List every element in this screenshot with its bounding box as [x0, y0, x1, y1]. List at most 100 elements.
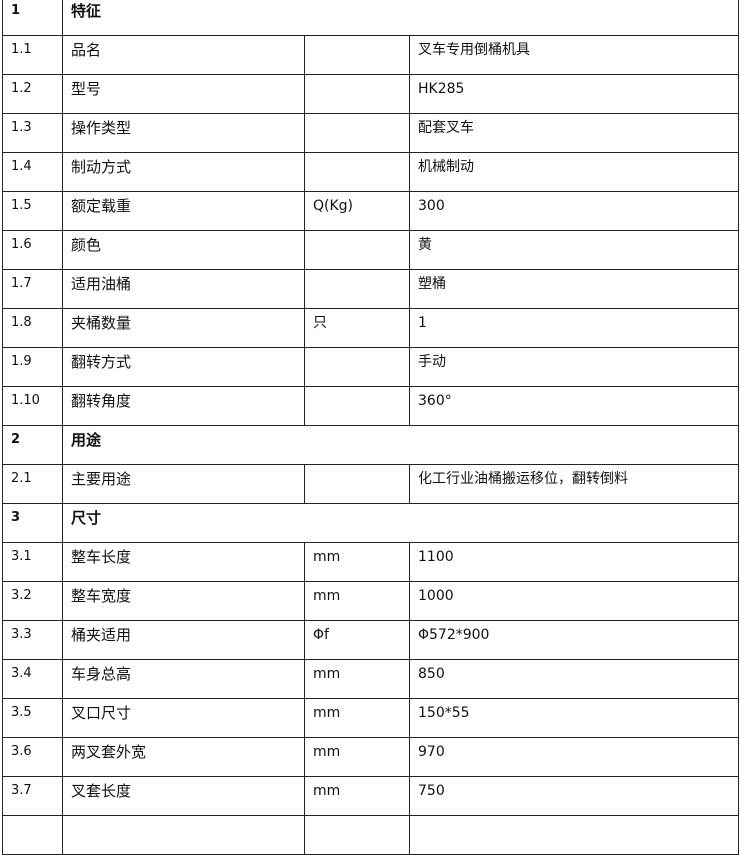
item-value: 手动 [409, 347, 739, 387]
item-name: 车身总高 [62, 659, 305, 699]
item-name: 叉套长度 [62, 776, 305, 816]
item-name: 翻转方式 [62, 347, 305, 387]
spec-row: 1.2 型号 HK285 [2, 74, 739, 114]
item-unit [304, 269, 410, 309]
empty-cell [62, 815, 305, 855]
item-value: 1000 [409, 581, 739, 621]
item-unit: mm [304, 542, 410, 582]
item-number: 1.2 [2, 74, 63, 114]
empty-cell [304, 815, 410, 855]
item-number: 1.7 [2, 269, 63, 309]
item-number: 1.10 [2, 386, 63, 426]
spec-row: 3.7 叉套长度 mm 750 [2, 776, 739, 816]
spec-row: 3.5 叉口尺寸 mm 150*55 [2, 698, 739, 738]
item-name: 操作类型 [62, 113, 305, 153]
item-unit: mm [304, 659, 410, 699]
item-value: 150*55 [409, 698, 739, 738]
item-number: 2 [2, 425, 63, 465]
spec-row: 1.1 品名 叉车专用倒桶机具 [2, 35, 739, 75]
spec-row: 2.1 主要用途 化工行业油桶搬运移位，翻转倒料 [2, 464, 739, 504]
item-unit: Q(Kg) [304, 191, 410, 231]
item-value: 970 [409, 737, 739, 777]
item-name: 整车长度 [62, 542, 305, 582]
section-row: 1 特征 [2, 0, 739, 36]
item-number: 1.5 [2, 191, 63, 231]
item-name: 颜色 [62, 230, 305, 270]
item-name: 桶夹适用 [62, 620, 305, 660]
spec-row: 1.6 颜色 黄 [2, 230, 739, 270]
empty-cell [2, 815, 63, 855]
item-name: 两叉套外宽 [62, 737, 305, 777]
item-number: 3 [2, 503, 63, 543]
item-name: 制动方式 [62, 152, 305, 192]
item-name: 品名 [62, 35, 305, 75]
item-number: 3.7 [2, 776, 63, 816]
spec-row: 3.4 车身总高 mm 850 [2, 659, 739, 699]
item-value: 配套叉车 [409, 113, 739, 153]
item-value: 黄 [409, 230, 739, 270]
empty-cell [409, 815, 739, 855]
item-number: 1 [2, 0, 63, 36]
item-value: 1 [409, 308, 739, 348]
item-value: 750 [409, 776, 739, 816]
item-unit: mm [304, 776, 410, 816]
item-number: 1.6 [2, 230, 63, 270]
item-value: HK285 [409, 74, 739, 114]
section-title: 用途 [62, 425, 739, 465]
item-unit [304, 464, 410, 504]
item-unit [304, 113, 410, 153]
item-number: 1.3 [2, 113, 63, 153]
item-name: 主要用途 [62, 464, 305, 504]
item-number: 1.9 [2, 347, 63, 387]
item-number: 3.5 [2, 698, 63, 738]
item-name: 适用油桶 [62, 269, 305, 309]
item-value: 机械制动 [409, 152, 739, 192]
item-unit [304, 35, 410, 75]
item-value: Φ572*900 [409, 620, 739, 660]
item-value: 1100 [409, 542, 739, 582]
cut-off-row [2, 815, 739, 855]
item-name: 整车宽度 [62, 581, 305, 621]
item-value: 塑桶 [409, 269, 739, 309]
section-title: 特征 [62, 0, 739, 36]
item-value: 叉车专用倒桶机具 [409, 35, 739, 75]
item-unit [304, 152, 410, 192]
item-number: 1.4 [2, 152, 63, 192]
spec-row: 1.9 翻转方式 手动 [2, 347, 739, 387]
item-number: 2.1 [2, 464, 63, 504]
spec-row: 1.8 夹桶数量只 1 [2, 308, 739, 348]
item-name: 翻转角度 [62, 386, 305, 426]
item-number: 1.1 [2, 35, 63, 75]
spec-row: 1.4 制动方式 机械制动 [2, 152, 739, 192]
spec-row: 1.3 操作类型 配套叉车 [2, 113, 739, 153]
item-unit [304, 386, 410, 426]
item-number: 3.4 [2, 659, 63, 699]
item-unit: mm [304, 698, 410, 738]
item-number: 1.8 [2, 308, 63, 348]
item-unit: Φf [304, 620, 410, 660]
spec-row: 3.3 桶夹适用 Φf Φ572*900 [2, 620, 739, 660]
item-unit [304, 347, 410, 387]
item-number: 3.2 [2, 581, 63, 621]
spec-row: 1.7 适用油桶 塑桶 [2, 269, 739, 309]
item-name: 额定载重 [62, 191, 305, 231]
section-row: 2 用途 [2, 425, 739, 465]
section-title: 尺寸 [62, 503, 739, 543]
spec-row: 1.5 额定载重 Q(Kg) 300 [2, 191, 739, 231]
spec-row: 3.1 整车长度 mm 1100 [2, 542, 739, 582]
item-value: 360° [409, 386, 739, 426]
item-unit: 只 [304, 308, 410, 348]
item-unit [304, 74, 410, 114]
item-number: 3.1 [2, 542, 63, 582]
item-value: 850 [409, 659, 739, 699]
item-name: 叉口尺寸 [62, 698, 305, 738]
item-unit [304, 230, 410, 270]
spec-row: 1.10 翻转角度 360° [2, 386, 739, 426]
item-number: 3.6 [2, 737, 63, 777]
spec-row: 3.6 两叉套外宽 mm 970 [2, 737, 739, 777]
item-name: 型号 [62, 74, 305, 114]
item-unit: mm [304, 737, 410, 777]
